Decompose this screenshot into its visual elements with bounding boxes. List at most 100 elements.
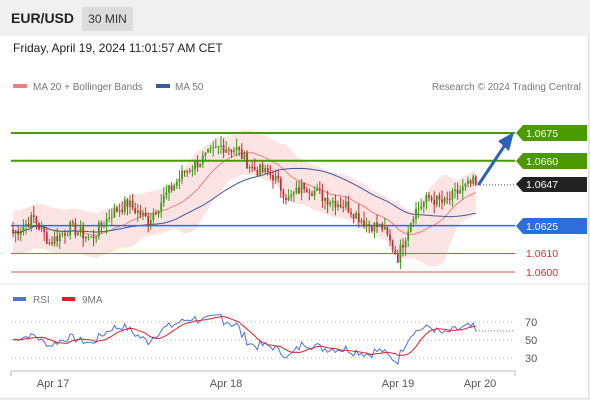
candle bbox=[204, 152, 207, 162]
candle bbox=[383, 217, 386, 230]
candle bbox=[365, 217, 368, 233]
level-value-pivot: 1.0625 bbox=[526, 221, 558, 233]
candle bbox=[134, 202, 137, 215]
timeframe-button[interactable]: 30 MIN bbox=[82, 7, 133, 31]
candle bbox=[355, 210, 358, 219]
candle bbox=[474, 174, 477, 187]
candle bbox=[40, 221, 43, 232]
candle bbox=[430, 195, 433, 203]
candle bbox=[160, 194, 163, 219]
candle bbox=[352, 213, 355, 224]
candle bbox=[131, 193, 134, 211]
candle bbox=[295, 181, 298, 195]
candle bbox=[56, 227, 59, 247]
candle bbox=[435, 195, 438, 208]
candle bbox=[316, 183, 319, 192]
bollinger-band bbox=[13, 130, 476, 267]
candle bbox=[147, 212, 150, 233]
candle bbox=[84, 235, 87, 243]
candle bbox=[157, 209, 160, 218]
candle bbox=[467, 176, 469, 188]
candle bbox=[162, 186, 165, 207]
candle bbox=[110, 208, 113, 226]
candle bbox=[272, 170, 274, 189]
candle bbox=[396, 249, 399, 263]
candle bbox=[43, 226, 46, 242]
candle bbox=[243, 150, 246, 161]
candle bbox=[287, 189, 290, 202]
candle bbox=[248, 164, 251, 174]
candle bbox=[77, 232, 79, 236]
candle bbox=[129, 194, 131, 215]
candle bbox=[337, 200, 339, 211]
candle bbox=[97, 220, 100, 240]
candle bbox=[196, 155, 199, 172]
candle bbox=[459, 185, 462, 194]
candle bbox=[264, 164, 267, 174]
candle bbox=[225, 141, 228, 153]
candle bbox=[121, 201, 124, 215]
rsi-swatch bbox=[13, 297, 26, 301]
level-value-resistance1: 1.0660 bbox=[526, 156, 558, 168]
candle bbox=[118, 203, 121, 217]
rsi-legend-label: RSI bbox=[33, 295, 50, 306]
ma9-legend-label: 9MA bbox=[82, 295, 103, 306]
candle bbox=[183, 170, 186, 177]
date-axis-apr19: Apr 19 bbox=[382, 378, 414, 390]
candle bbox=[261, 161, 264, 174]
candle bbox=[201, 150, 204, 169]
ma20-legend-label: MA 20 + Bollinger Bands bbox=[33, 82, 143, 93]
ma50-line bbox=[12, 167, 476, 234]
candle bbox=[438, 192, 441, 208]
candle bbox=[360, 218, 363, 225]
candle bbox=[347, 195, 350, 214]
candle bbox=[386, 226, 389, 237]
candle bbox=[298, 180, 300, 195]
candle bbox=[105, 212, 108, 235]
candle bbox=[90, 236, 92, 238]
candle bbox=[451, 187, 454, 208]
candle bbox=[443, 196, 446, 206]
candle bbox=[446, 191, 449, 205]
level-label-pivot: 1.0625 bbox=[516, 218, 587, 234]
candle bbox=[274, 169, 277, 184]
candle bbox=[407, 225, 410, 248]
candle bbox=[448, 191, 451, 205]
candle bbox=[191, 164, 194, 177]
rsi-axis-50: 50 bbox=[525, 335, 537, 347]
symbol-title: EUR/USD bbox=[11, 10, 75, 26]
candle bbox=[123, 196, 126, 215]
candle bbox=[181, 165, 183, 185]
candle bbox=[409, 222, 412, 233]
candle bbox=[324, 197, 326, 210]
candle bbox=[212, 140, 215, 157]
candle bbox=[214, 138, 217, 149]
candle bbox=[235, 138, 238, 156]
candle bbox=[144, 207, 147, 218]
candle bbox=[282, 188, 285, 204]
candle bbox=[178, 170, 181, 190]
candle bbox=[149, 213, 152, 230]
rsi-line bbox=[12, 313, 477, 366]
candle bbox=[259, 163, 261, 177]
candle bbox=[199, 162, 202, 168]
candle bbox=[173, 183, 176, 191]
candle bbox=[186, 169, 189, 178]
candle bbox=[266, 164, 269, 176]
candle bbox=[370, 224, 373, 233]
candle bbox=[103, 221, 105, 229]
candle bbox=[415, 201, 417, 225]
candle bbox=[256, 166, 259, 177]
candle bbox=[116, 205, 118, 213]
candle bbox=[422, 200, 425, 214]
candle bbox=[318, 181, 321, 195]
level-value-current: 1.0647 bbox=[526, 179, 558, 191]
ma50-swatch bbox=[156, 84, 170, 88]
candle bbox=[417, 201, 420, 218]
candle bbox=[357, 203, 360, 228]
candle bbox=[238, 145, 241, 157]
level-value-resistance2: 1.0675 bbox=[526, 128, 558, 140]
candle bbox=[71, 219, 74, 227]
candle bbox=[277, 168, 280, 183]
